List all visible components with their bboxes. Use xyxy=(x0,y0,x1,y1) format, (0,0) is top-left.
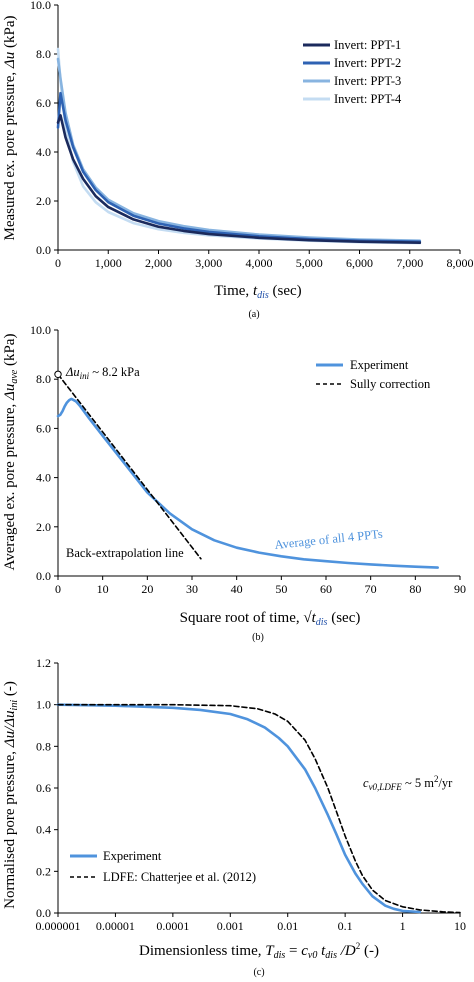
panel-b-series xyxy=(54,370,440,569)
x-tick-label: 1,000 xyxy=(95,256,122,270)
x-tick-label: 50 xyxy=(275,582,287,596)
panel-c-ylabel: Normalised pore pressure, Δu/Δuini (-) xyxy=(2,681,20,909)
series-line-ldfe-chatterjee-et-al-2012 xyxy=(57,703,461,914)
panel-b-ylabel: Averaged ex. pore pressure, Δuave (kPa) xyxy=(2,334,20,571)
panel-a-series xyxy=(56,47,422,245)
legend-label-ppt4: Invert: PPT-4 xyxy=(334,92,402,106)
panel-a-ylabel: Measured ex. pore pressure, Δu (kPa) xyxy=(2,16,18,241)
panel-b-xlabel: Square root of time, √tdis (sec) xyxy=(180,610,361,628)
x-tick-label: 0 xyxy=(55,256,61,270)
panel-c: 0.0 0.2 0.4 0.6 0.8 1.0 1.2 0.000001 0.00001 0.00… xyxy=(2,656,466,978)
y-tick-label: 8.0 xyxy=(36,372,51,386)
x-tick-label: 0.1 xyxy=(338,919,353,933)
y-tick-label: 0.4 xyxy=(36,823,51,837)
series-line-invert-ppt-3 xyxy=(56,57,422,242)
y-tick-label: 0.0 xyxy=(36,243,51,257)
series-line-sully-correction xyxy=(57,373,202,560)
y-tick-label: 4.0 xyxy=(36,471,51,485)
panel-a-axes: 0.0 2.0 4.0 6.0 8.0 10.0 0 1,000 2,000 3,000 4,000… xyxy=(30,0,474,270)
x-tick-label: 2,000 xyxy=(145,256,172,270)
y-tick-label: 0.2 xyxy=(36,864,51,878)
legend-label-experiment-c: Experiment xyxy=(103,849,162,863)
x-tick-label: 80 xyxy=(409,582,421,596)
cv0-ldfe-annotation: cv0,LDFE ~ 5 m2/yr xyxy=(363,774,453,792)
panel-a-xlabel: Time, tdis (sec) xyxy=(214,283,301,301)
x-tick-label: 7,000 xyxy=(396,256,423,270)
legend-label-ppt1: Invert: PPT-1 xyxy=(334,38,401,52)
panel-b: 0.0 2.0 4.0 6.0 8.0 10.0 0 10 20 30 40 50 60 70 80 90 S… xyxy=(2,323,466,643)
x-tick-label: 40 xyxy=(231,582,243,596)
series-line-experiment xyxy=(56,397,440,569)
panel-b-legend: Experiment Sully correction xyxy=(316,358,431,391)
x-tick-label: 4,000 xyxy=(246,256,273,270)
x-tick-label: 10 xyxy=(454,919,466,933)
x-tick-label: 0.001 xyxy=(217,919,244,933)
x-tick-label: 0.00001 xyxy=(96,919,135,933)
y-tick-label: 8.0 xyxy=(36,47,51,61)
series-line-invert-ppt-1 xyxy=(56,114,422,244)
y-tick-label: 0.6 xyxy=(36,781,51,795)
panel-c-xlabel: Dimensionless time, Tdis = cv0 tdis /D2 … xyxy=(139,941,379,961)
y-tick-label: 2.0 xyxy=(36,194,51,208)
x-tick-label: 70 xyxy=(365,582,377,596)
series-line-invert-ppt-2 xyxy=(56,91,422,243)
legend-label-ppt2: Invert: PPT-2 xyxy=(334,56,401,70)
y-tick-label: 0.0 xyxy=(36,906,51,920)
x-tick-label: 60 xyxy=(320,582,332,596)
panel-c-series xyxy=(56,703,461,914)
x-tick-label: 0.01 xyxy=(277,919,298,933)
back-extrapolation-label: Back-extrapolation line xyxy=(66,546,184,560)
delta-u-ini-annotation: Δuini ~ 8.2 kPa xyxy=(65,365,140,381)
panel-b-axes: 0.0 2.0 4.0 6.0 8.0 10.0 0 10 20 30 40 50 60 70 80 90 xyxy=(30,323,466,596)
y-tick-label: 6.0 xyxy=(36,421,51,435)
legend-label-ppt3: Invert: PPT-3 xyxy=(334,74,401,88)
y-tick-label: 0.8 xyxy=(36,739,51,753)
y-tick-label: 4.0 xyxy=(36,145,51,159)
legend-label-experiment-b: Experiment xyxy=(350,358,409,372)
panel-a-legend: Invert: PPT-1 Invert: PPT-2 Invert: PPT-… xyxy=(303,38,402,106)
y-tick-label: 6.0 xyxy=(36,96,51,110)
x-tick-label: 20 xyxy=(141,582,153,596)
series-line-experiment xyxy=(56,703,422,914)
legend-label-ldfe: LDFE: Chatterjee et al. (2012) xyxy=(103,870,256,884)
average-label: Average of all 4 PPTs xyxy=(274,527,384,552)
delta-u-ini-marker xyxy=(54,370,62,378)
y-tick-label: 10.0 xyxy=(30,0,51,12)
panel-a: 0.0 2.0 4.0 6.0 8.0 10.0 0 1,000 2,000 3,000 4,000… xyxy=(2,0,474,320)
x-tick-label: 8,000 xyxy=(447,256,474,270)
x-tick-label: 3,000 xyxy=(195,256,222,270)
y-tick-label: 1.0 xyxy=(36,698,51,712)
y-tick-label: 0.0 xyxy=(36,569,51,583)
panel-c-axes: 0.0 0.2 0.4 0.6 0.8 1.0 1.2 0.000001 0.00001 0.00… xyxy=(36,656,467,933)
x-tick-label: 10 xyxy=(97,582,109,596)
x-tick-label: 0.0001 xyxy=(156,919,189,933)
x-tick-label: 0.000001 xyxy=(36,919,81,933)
x-tick-label: 1 xyxy=(400,919,406,933)
panel-a-caption: (a) xyxy=(248,309,259,320)
x-tick-label: 90 xyxy=(454,582,466,596)
y-tick-label: 1.2 xyxy=(36,656,51,670)
panel-c-legend: Experiment LDFE: Chatterjee et al. (2012… xyxy=(70,849,256,884)
x-tick-label: 6,000 xyxy=(346,256,373,270)
x-tick-label: 5,000 xyxy=(296,256,323,270)
x-tick-label: 0 xyxy=(55,582,61,596)
x-tick-label: 30 xyxy=(186,582,198,596)
legend-label-sully: Sully correction xyxy=(350,377,431,391)
y-tick-label: 10.0 xyxy=(30,323,51,337)
y-tick-label: 2.0 xyxy=(36,520,51,534)
panel-c-caption: (c) xyxy=(253,967,264,978)
panel-b-caption: (b) xyxy=(252,632,264,643)
